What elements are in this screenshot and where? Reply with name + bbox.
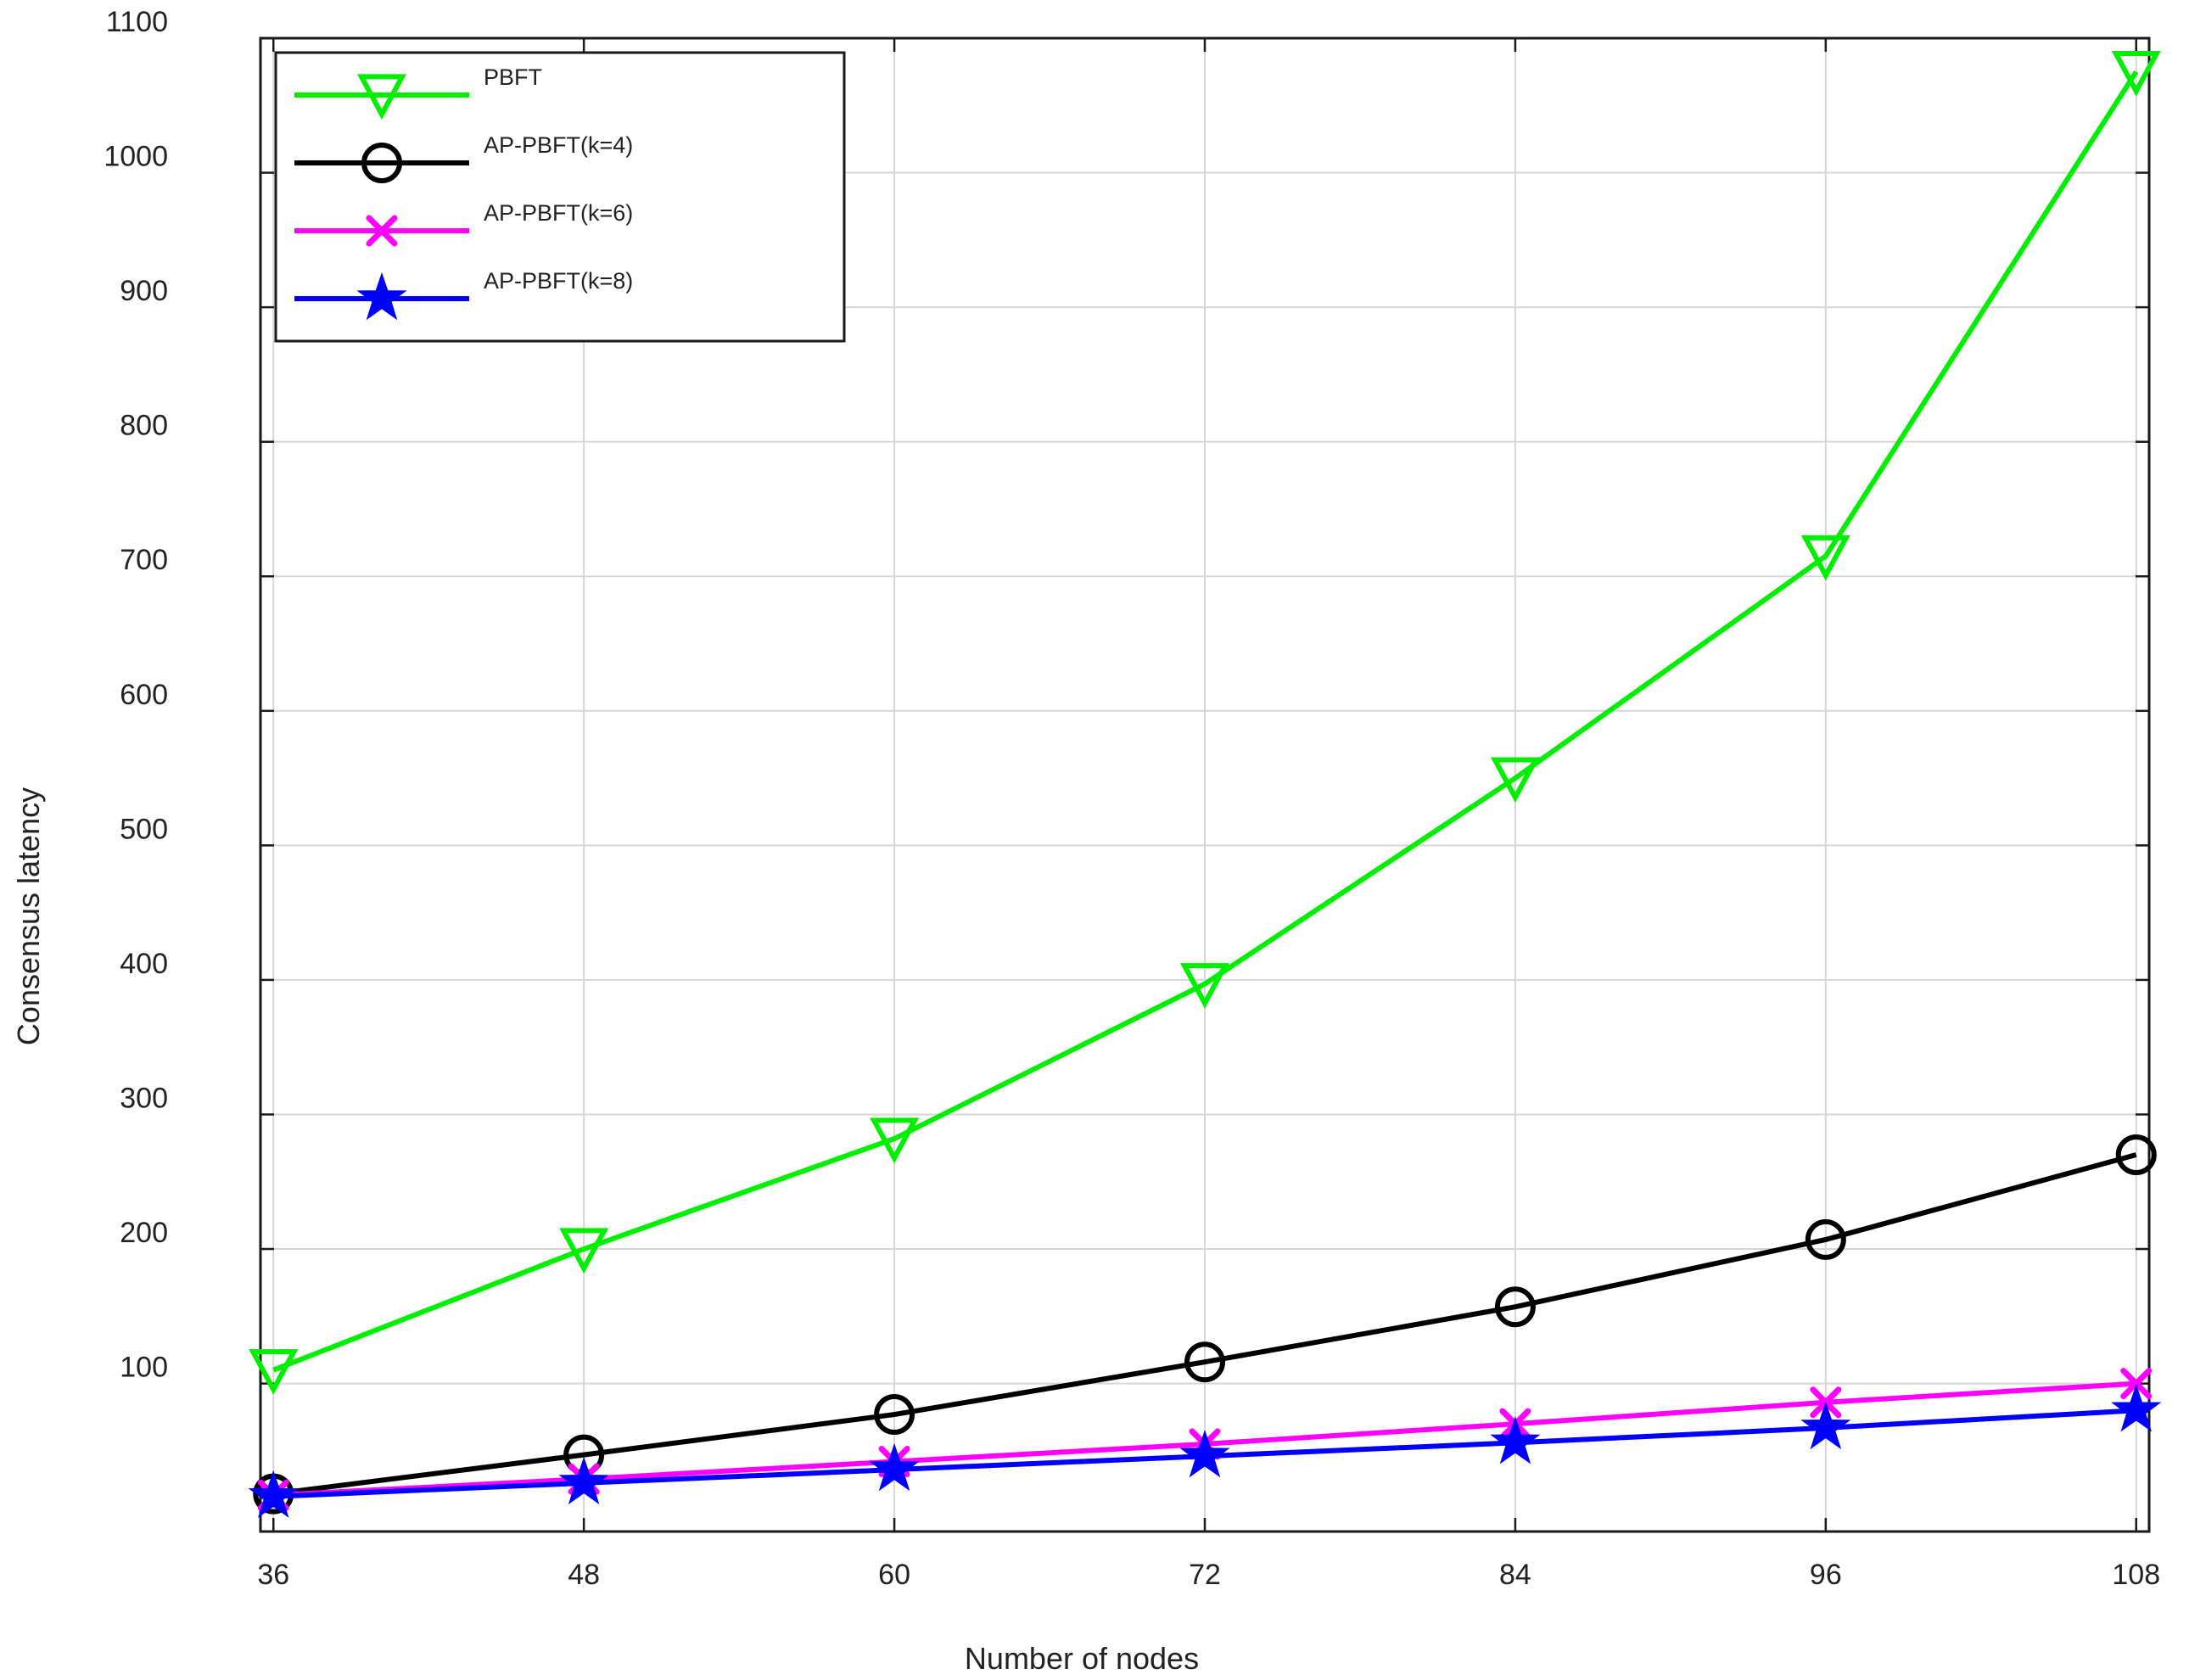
data-point xyxy=(1179,963,1230,1009)
data-point xyxy=(1800,535,1850,581)
x-tick-label: 72 xyxy=(1189,1559,1221,1591)
legend: PBFT AP-PBFT(k=4) AP-PBFT(k=6) AP-PBFT(k=8) xyxy=(274,51,846,343)
y-tick-label: 600 xyxy=(120,679,168,711)
data-point xyxy=(869,1442,920,1492)
data-point xyxy=(870,1117,920,1164)
x-tick-label: 108 xyxy=(2112,1559,2160,1591)
y-tick-label: 500 xyxy=(120,813,168,845)
data-point xyxy=(558,1456,609,1505)
x-tick-label: 60 xyxy=(878,1559,910,1591)
legend-label: AP-PBFT(k=4) xyxy=(484,132,633,158)
series-layer xyxy=(248,51,2162,1518)
legend-item: AP-PBFT(k=6) xyxy=(294,200,633,247)
legend-label: AP-PBFT(k=6) xyxy=(484,200,633,226)
data-point xyxy=(1494,1286,1536,1328)
legend-label: PBFT xyxy=(484,64,542,90)
y-axis-label: Consensus latency xyxy=(11,787,46,1045)
x-tick-label: 48 xyxy=(568,1559,600,1591)
legend-marker xyxy=(361,143,402,183)
data-point xyxy=(1490,1416,1541,1464)
data-point xyxy=(874,1394,915,1436)
x-axis-label: Number of nodes xyxy=(965,1641,1199,1676)
x-tick-label: 36 xyxy=(257,1559,289,1591)
data-point xyxy=(1805,1218,1846,1260)
y-tick-label: 900 xyxy=(120,275,168,307)
data-point xyxy=(1800,1401,1851,1450)
series-1 xyxy=(253,1134,2157,1515)
data-point xyxy=(249,1349,299,1395)
x-tick-label: 96 xyxy=(1810,1559,1842,1591)
y-tick-label: 1000 xyxy=(104,141,168,173)
series-line xyxy=(272,70,2139,1373)
series-3 xyxy=(248,1384,2162,1518)
y-tick-label: 1100 xyxy=(106,6,168,38)
series-0 xyxy=(249,51,2161,1395)
legend-marker xyxy=(356,272,407,321)
data-point xyxy=(2111,51,2161,97)
data-point xyxy=(2115,1134,2157,1176)
data-point xyxy=(1179,1430,1230,1478)
legend-item: AP-PBFT(k=8) xyxy=(294,268,633,321)
y-tick-label: 100 xyxy=(120,1352,168,1384)
data-point xyxy=(2120,1368,2153,1400)
data-point xyxy=(559,1228,609,1274)
axis-ticks: 36 48 60 72 84 96 108 100 200 300 400 500 600 700 800 9… xyxy=(104,6,2160,1591)
legend-marker xyxy=(366,215,398,247)
legend-item: PBFT xyxy=(294,64,542,120)
data-point xyxy=(1490,757,1540,804)
y-tick-label: 700 xyxy=(120,544,168,576)
y-tick-label: 400 xyxy=(120,948,168,980)
legend-label: AP-PBFT(k=8) xyxy=(484,268,633,294)
data-point xyxy=(2111,1384,2162,1432)
x-tick-label: 84 xyxy=(1499,1559,1531,1591)
y-tick-label: 200 xyxy=(120,1217,168,1249)
legend-item: AP-PBFT(k=4) xyxy=(294,132,633,183)
legend-marker xyxy=(356,74,407,120)
data-point xyxy=(1184,1341,1225,1383)
y-tick-label: 300 xyxy=(120,1082,168,1114)
data-point xyxy=(248,1470,299,1518)
series-line xyxy=(272,1152,2137,1497)
y-tick-label: 800 xyxy=(120,410,168,442)
